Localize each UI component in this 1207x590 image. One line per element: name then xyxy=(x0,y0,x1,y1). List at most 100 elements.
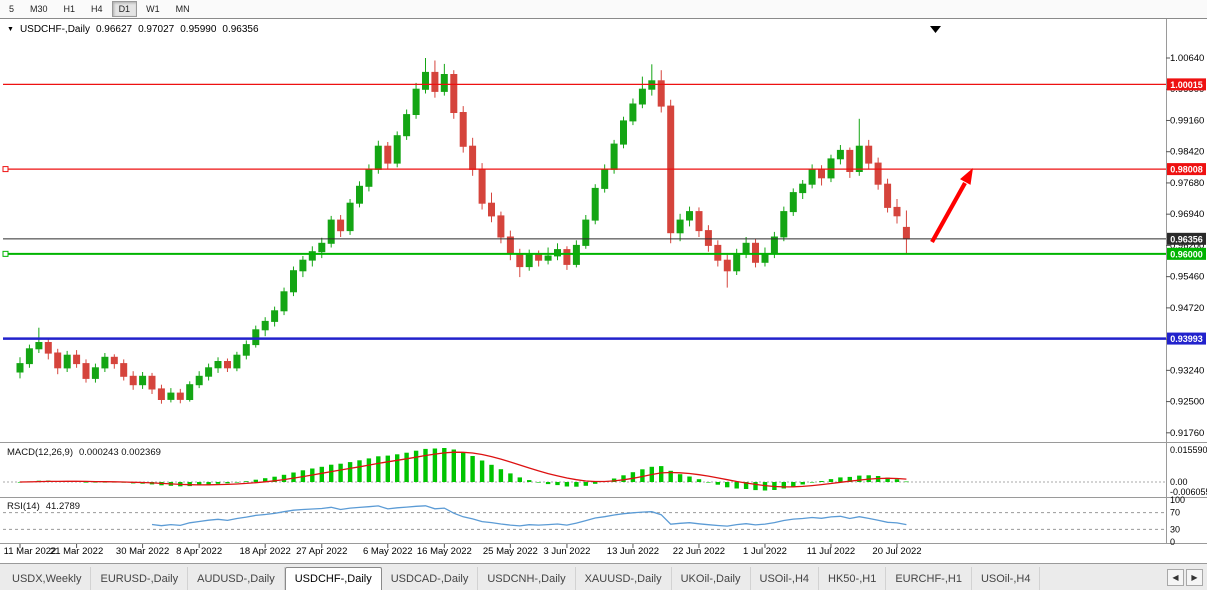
macd-histogram-bar xyxy=(621,475,626,482)
candle-body xyxy=(676,219,684,234)
timeframe-button-h4[interactable]: H4 xyxy=(91,4,103,14)
hline-handle[interactable] xyxy=(2,250,9,257)
candle-body xyxy=(214,361,222,369)
macd-axis-label: 0.00 xyxy=(1170,477,1188,487)
symbol-dropdown-icon[interactable]: ▼ xyxy=(7,25,14,33)
candle-body xyxy=(318,242,326,253)
hline-handle[interactable] xyxy=(2,166,9,173)
tabs-scroll-left-button[interactable]: ◀ xyxy=(1167,568,1184,586)
macd-histogram-bar xyxy=(791,482,796,487)
macd-histogram-bar xyxy=(734,482,739,489)
candle-body xyxy=(469,145,477,170)
symbol-tab-eurchf-h1[interactable]: EURCHF-,H1 xyxy=(886,567,972,590)
price-tick-label: 0.94720 xyxy=(1170,303,1204,314)
timeframe-button-h1[interactable]: H1 xyxy=(63,4,76,14)
macd-histogram-bar xyxy=(357,460,362,482)
symbol-tab-ukoil-daily[interactable]: UKOil-,Daily xyxy=(672,567,751,590)
candle-body xyxy=(337,219,345,232)
candle-body xyxy=(865,145,873,164)
macd-histogram-bar xyxy=(404,452,409,482)
candle-body xyxy=(120,363,128,377)
candle-body xyxy=(893,206,901,217)
macd-histogram-bar xyxy=(696,479,702,482)
symbol-tab-usdchf-daily[interactable]: USDCHF-,Daily xyxy=(284,567,382,590)
candle-body xyxy=(836,149,844,160)
candle-body xyxy=(299,259,307,272)
candle-body xyxy=(874,162,882,185)
price-tick-label: 0.95460 xyxy=(1170,272,1204,283)
candle-body xyxy=(44,342,52,354)
macd-histogram-bar xyxy=(263,478,268,482)
timeframe-button-5[interactable]: 5 xyxy=(9,4,15,14)
symbol-tabs: USDX,Weekly EURUSD-,Daily AUDUSD-,Daily USD… xyxy=(0,567,1163,590)
macd-histogram-bar xyxy=(461,452,466,482)
tabs-scroll-right-button[interactable]: ▶ xyxy=(1186,568,1203,586)
symbol-tab-usdx-weekly[interactable]: USDX,Weekly xyxy=(3,567,92,590)
symbol-tab-xauusd-daily[interactable]: XAUUSD-,Daily xyxy=(576,567,672,590)
candle-body xyxy=(884,183,892,208)
macd-histogram-bar xyxy=(819,481,824,482)
symbol-tab-hk50-h1[interactable]: HK50-,H1 xyxy=(819,567,887,590)
macd-histogram-bar xyxy=(253,479,258,482)
macd-histogram-bar xyxy=(83,482,89,483)
symbol-tab-eurusd-daily[interactable]: EURUSD-,Daily xyxy=(91,567,189,590)
symbol-tab-usoil-h4[interactable]: USOil-,H4 xyxy=(751,567,820,590)
macd-histogram-bar xyxy=(706,482,711,483)
candle-body xyxy=(110,356,118,365)
candle-body xyxy=(91,367,99,379)
macd-histogram-bar xyxy=(338,463,343,482)
timeframe-button-mn[interactable]: MN xyxy=(175,4,190,14)
price-tick-label: 0.99160 xyxy=(1170,115,1204,126)
symbol-tab-usdcad-daily[interactable]: USDCAD-,Daily xyxy=(382,567,479,590)
timeframe-button-d1[interactable]: D1 xyxy=(111,1,138,17)
macd-histogram-bar xyxy=(489,464,494,482)
price-tick-label: 1.00640 xyxy=(1170,53,1204,64)
candle-body xyxy=(82,363,90,379)
candle-body xyxy=(488,202,495,217)
candle-body xyxy=(280,291,288,312)
trend-arrow-line[interactable] xyxy=(930,181,967,244)
macd-histogram-bar xyxy=(291,472,296,482)
date-tick-label: 6 May 2022 xyxy=(363,546,413,557)
trend-arrow-head-icon[interactable] xyxy=(960,168,973,185)
date-tick-label: 1 Jul 2022 xyxy=(743,546,787,557)
macd-histogram-bar xyxy=(244,481,249,482)
candle-body xyxy=(327,219,335,244)
timeframe-button-m30[interactable]: M30 xyxy=(30,4,48,14)
ohlc-low: 0.95990 xyxy=(180,24,217,35)
candle-body xyxy=(167,392,175,400)
price-badge xyxy=(1167,78,1206,91)
macd-histogram-bar xyxy=(385,455,390,482)
symbol-tab-usoil-h4[interactable]: USOil-,H4 xyxy=(972,567,1041,590)
price-badge xyxy=(1167,232,1206,245)
candle-body xyxy=(506,236,514,255)
macd-histogram-bar xyxy=(640,469,645,482)
candle-body xyxy=(54,352,62,369)
macd-histogram-bar xyxy=(630,472,636,482)
timeframe-button-w1[interactable]: W1 xyxy=(146,4,160,14)
symbol-tab-usdcnh-daily[interactable]: USDCNH-,Daily xyxy=(478,567,576,590)
candle-body xyxy=(129,375,137,386)
chart-shift-marker-icon[interactable] xyxy=(930,26,941,33)
candle-body xyxy=(412,88,420,115)
macd-histogram-bar xyxy=(479,460,485,482)
candle-body xyxy=(252,329,260,346)
candle-body xyxy=(525,253,533,268)
macd-histogram-bar xyxy=(423,448,428,482)
candle-body xyxy=(582,219,590,246)
candle-body xyxy=(101,356,109,369)
date-tick-label: 18 Apr 2022 xyxy=(240,546,291,557)
rsi-axis-label: 30 xyxy=(1170,524,1180,534)
price-tick-label: 0.96200 xyxy=(1170,240,1204,251)
symbol-tab-audusd-daily[interactable]: AUDUSD-,Daily xyxy=(188,567,285,590)
candle-body xyxy=(233,354,241,369)
macd-histogram-bar xyxy=(593,482,598,484)
macd-histogram-bar xyxy=(319,466,324,482)
candle-body xyxy=(308,251,316,261)
candle-body xyxy=(497,215,505,238)
candle-body xyxy=(261,320,269,331)
candle-body xyxy=(73,354,81,365)
candle-body xyxy=(591,187,599,221)
macd-histogram-bar xyxy=(828,479,834,482)
